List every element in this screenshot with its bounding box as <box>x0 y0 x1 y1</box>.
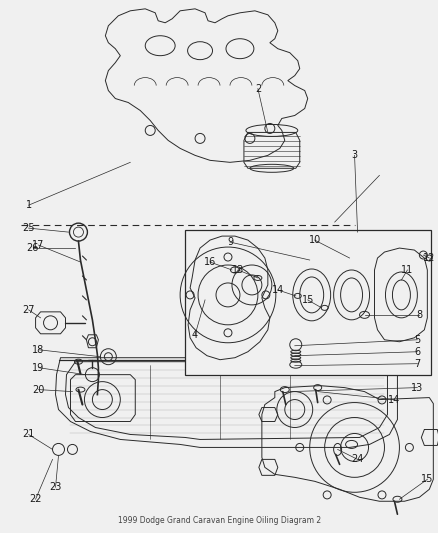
Bar <box>185 230 431 375</box>
Text: 2: 2 <box>254 84 261 94</box>
Text: 14: 14 <box>271 285 283 295</box>
Text: 15: 15 <box>420 474 433 484</box>
Text: 23: 23 <box>49 482 62 492</box>
Text: 3: 3 <box>351 150 357 160</box>
Text: 10: 10 <box>308 235 320 245</box>
Text: 15: 15 <box>301 295 313 305</box>
Text: 18: 18 <box>32 345 45 355</box>
Text: 14: 14 <box>388 394 399 405</box>
Text: 17: 17 <box>32 240 45 250</box>
Text: 6: 6 <box>413 347 420 357</box>
Text: 4: 4 <box>191 330 198 340</box>
Text: 24: 24 <box>350 455 363 464</box>
Text: 11: 11 <box>400 265 413 275</box>
Text: 1: 1 <box>25 200 32 210</box>
Text: 9: 9 <box>226 237 233 247</box>
Text: 1999 Dodge Grand Caravan Engine Oiling Diagram 2: 1999 Dodge Grand Caravan Engine Oiling D… <box>118 516 320 525</box>
Text: 27: 27 <box>22 305 35 315</box>
Text: 19: 19 <box>32 362 45 373</box>
Text: 13: 13 <box>231 265 244 275</box>
Text: 12: 12 <box>422 253 434 263</box>
Text: 22: 22 <box>29 494 42 504</box>
Text: 21: 21 <box>22 430 35 440</box>
Text: 20: 20 <box>32 385 45 394</box>
Text: 26: 26 <box>26 243 39 253</box>
Text: 5: 5 <box>413 335 420 345</box>
Text: 16: 16 <box>203 257 215 267</box>
Text: 25: 25 <box>22 223 35 233</box>
Text: 7: 7 <box>413 359 420 369</box>
Text: 8: 8 <box>415 310 421 320</box>
Text: 13: 13 <box>410 383 423 393</box>
